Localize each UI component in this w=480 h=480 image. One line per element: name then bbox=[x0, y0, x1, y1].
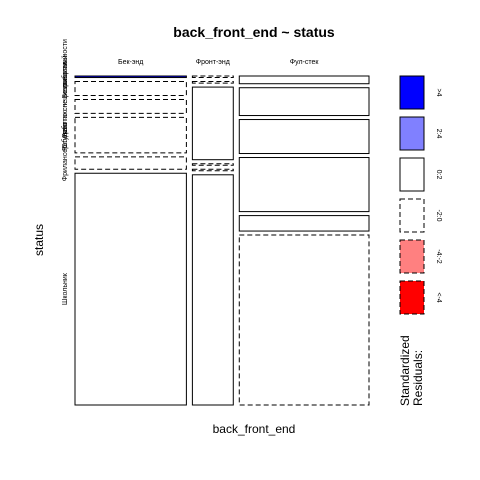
row-label: Фрилансер bbox=[62, 145, 69, 181]
mosaic-tile bbox=[74, 98, 187, 114]
legend-label: -4:-2 bbox=[435, 249, 442, 264]
mosaic-tile bbox=[74, 116, 187, 154]
row-label: Работаю не по специальности bbox=[61, 39, 69, 138]
mosaic-tile bbox=[238, 215, 370, 232]
residuals-legend: Standardized Residuals: >4 2:4 0:2 -2:0 -4:-… bbox=[398, 75, 442, 406]
legend-swatch bbox=[399, 75, 425, 110]
row-label: Работаю по специальности bbox=[61, 62, 69, 151]
mosaic-tile bbox=[238, 75, 370, 85]
legend-label: <-4 bbox=[435, 292, 442, 302]
legend-swatch bbox=[399, 157, 425, 192]
mosaic-tile bbox=[74, 75, 187, 79]
legend-swatch bbox=[399, 198, 425, 233]
legend-swatch bbox=[399, 239, 425, 274]
mosaic-tile bbox=[191, 81, 234, 84]
row-label: Студент bbox=[62, 121, 69, 148]
legend-label: >4 bbox=[435, 89, 442, 97]
row-label: Безработный bbox=[61, 55, 69, 98]
y-axis-title: status bbox=[32, 224, 46, 256]
mosaic-tiles bbox=[74, 75, 370, 406]
mosaic-tile bbox=[74, 172, 187, 406]
legend-swatch bbox=[399, 116, 425, 151]
x-axis-title: back_front_end bbox=[213, 422, 296, 436]
mosaic-tile bbox=[238, 234, 370, 406]
mosaic-tile bbox=[74, 156, 187, 170]
column-labels: Бек-энд Фронт-энд Фул-стек bbox=[118, 59, 319, 66]
row-label: Школьник bbox=[62, 272, 69, 305]
chart-title: back_front_end ~ status bbox=[173, 24, 335, 40]
mosaic-tile bbox=[191, 163, 234, 166]
legend-label: 2:4 bbox=[435, 129, 442, 139]
mosaic-tile bbox=[238, 119, 370, 155]
mosaic-tile bbox=[191, 168, 234, 172]
legend-title-line1: Standardized bbox=[398, 335, 412, 406]
mosaic-tile bbox=[238, 157, 370, 213]
mosaic-tile bbox=[238, 87, 370, 117]
mosaic-tile bbox=[191, 174, 234, 406]
legend-title-line2: Residuals: bbox=[411, 350, 425, 406]
legend-label: 0:2 bbox=[435, 170, 442, 180]
mosaic-tile bbox=[191, 86, 234, 161]
mosaic-tile bbox=[191, 75, 234, 79]
legend-swatch bbox=[399, 280, 425, 315]
column-label: Фронт-энд bbox=[196, 59, 230, 66]
column-label: Бек-энд bbox=[118, 59, 143, 66]
column-label: Фул-стек bbox=[290, 59, 320, 66]
mosaic-tile bbox=[74, 81, 187, 96]
legend-label: -2:0 bbox=[435, 209, 442, 221]
